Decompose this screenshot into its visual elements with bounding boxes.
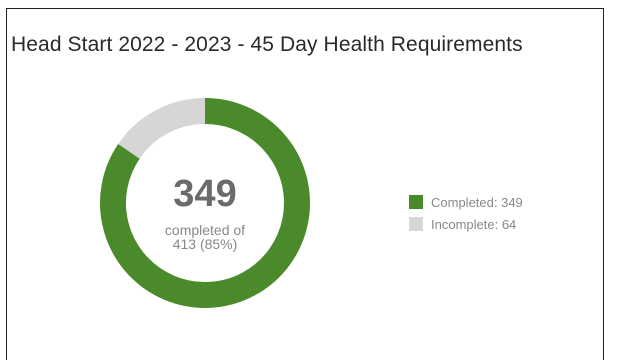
chart-title: Head Start 2022 - 2023 - 45 Day Health R… <box>11 33 523 56</box>
center-value: 349 <box>173 173 237 215</box>
donut-slice-incomplete[interactable] <box>118 98 206 159</box>
legend-label-incomplete: Incomplete: 64 <box>431 216 517 232</box>
donut-slice-completed[interactable] <box>100 98 310 308</box>
legend-swatch-completed <box>409 195 423 209</box>
legend: Completed: 349 Incomplete: 64 <box>409 191 523 235</box>
center-subtitle: completed of 413 (85%) <box>99 223 311 251</box>
donut-chart: 349 completed of 413 (85%) <box>99 97 311 309</box>
legend-label-completed: Completed: 349 <box>431 194 523 210</box>
chart-card: Head Start 2022 - 2023 - 45 Day Health R… <box>6 8 604 360</box>
donut-svg <box>100 98 310 308</box>
legend-item-incomplete[interactable]: Incomplete: 64 <box>409 213 523 235</box>
legend-item-completed[interactable]: Completed: 349 <box>409 191 523 213</box>
center-subtitle-line2: 413 (85%) <box>172 236 238 252</box>
legend-swatch-incomplete <box>409 217 423 231</box>
center-subtitle-line1: completed of <box>164 222 246 238</box>
